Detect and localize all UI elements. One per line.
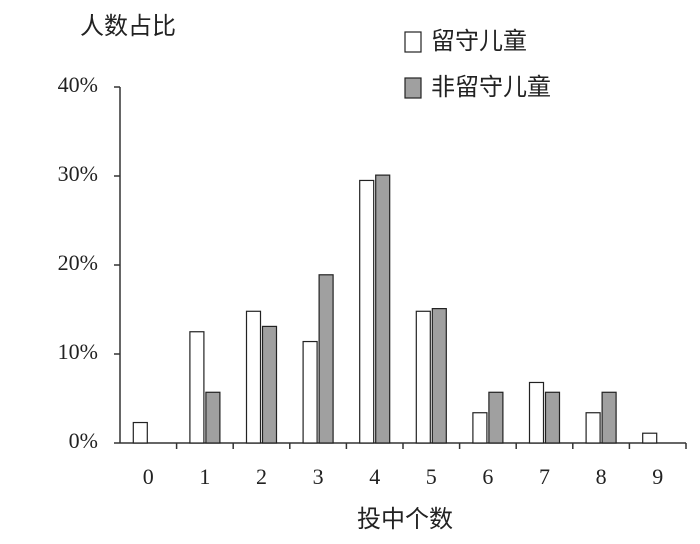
y-axis-label: 人数占比 — [80, 12, 176, 40]
bar — [318, 274, 334, 444]
bar — [488, 391, 504, 444]
y-tick-label: 20% — [58, 250, 98, 275]
bar — [431, 308, 447, 444]
legend-label: 留守儿童 — [431, 27, 527, 55]
x-tick-label: 9 — [652, 464, 663, 489]
bar — [189, 331, 205, 444]
x-tick-label: 4 — [369, 464, 380, 489]
bar — [601, 391, 617, 444]
bar — [261, 325, 278, 444]
x-tick-label: 1 — [199, 464, 210, 489]
x-tick-label: 7 — [539, 464, 550, 489]
bar — [642, 432, 658, 444]
y-tick-label: 0% — [69, 428, 98, 453]
x-tick-label: 0 — [143, 464, 154, 489]
bar — [375, 174, 391, 444]
legend-swatch — [404, 31, 422, 53]
x-tick-label: 8 — [596, 464, 607, 489]
bar — [132, 421, 148, 444]
bar — [544, 391, 561, 444]
y-tick-label: 30% — [58, 161, 98, 186]
x-tick-label: 3 — [313, 464, 324, 489]
bar — [245, 310, 262, 444]
bar — [359, 179, 375, 444]
bar — [585, 412, 601, 444]
x-tick-label: 6 — [482, 464, 493, 489]
legend-swatch — [404, 77, 422, 99]
bar — [528, 381, 545, 444]
y-tick-label: 40% — [58, 72, 98, 97]
bar — [302, 340, 318, 444]
y-tick-label: 10% — [58, 339, 98, 364]
legend-label: 非留守儿童 — [431, 73, 551, 101]
bar — [205, 391, 221, 444]
x-axis-label: 投中个数 — [357, 505, 453, 533]
bar — [415, 310, 431, 444]
x-tick-label: 2 — [256, 464, 267, 489]
bar — [472, 412, 488, 444]
x-tick-label: 5 — [426, 464, 437, 489]
